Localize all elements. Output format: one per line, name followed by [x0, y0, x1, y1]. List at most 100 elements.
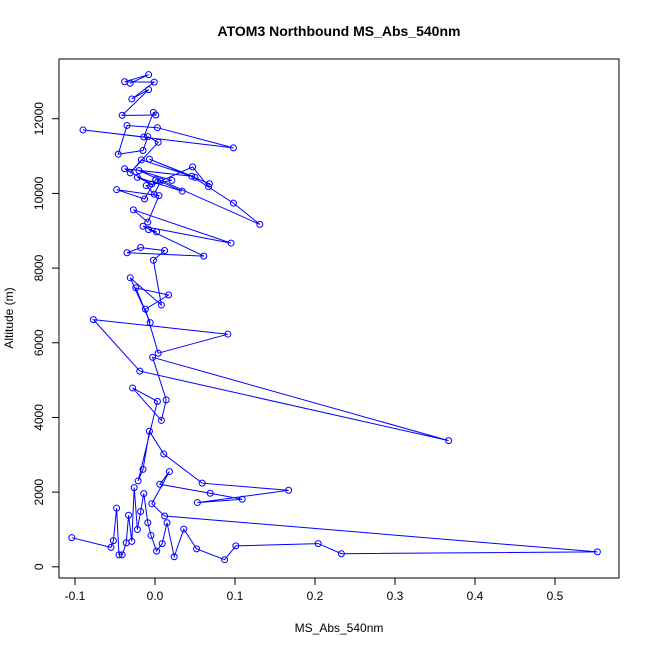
- data-point: [337, 550, 345, 558]
- data-point: [161, 512, 169, 520]
- data-point: [133, 173, 141, 181]
- series-line: [71, 74, 598, 561]
- data-point: [115, 551, 123, 559]
- data-point: [145, 226, 153, 234]
- x-tick-label: 0.4: [467, 589, 484, 603]
- data-point: [118, 111, 126, 119]
- data-point: [123, 121, 131, 129]
- data-point: [126, 169, 134, 177]
- y-tick-label: 12000: [32, 102, 46, 136]
- data-point: [123, 249, 131, 257]
- data-point: [144, 519, 152, 527]
- data-point: [107, 543, 115, 551]
- data-point: [163, 519, 171, 527]
- data-point: [128, 537, 136, 545]
- data-point: [126, 79, 134, 87]
- data-point: [229, 199, 237, 207]
- chart-title: ATOM3 Northbound MS_Abs_540nm: [218, 23, 461, 39]
- data-point: [134, 477, 142, 485]
- data-point: [150, 190, 158, 198]
- data-point: [130, 484, 138, 492]
- data-point: [137, 156, 145, 164]
- data-point: [205, 183, 213, 191]
- x-tick-label: 0.1: [227, 589, 244, 603]
- data-point: [144, 218, 152, 226]
- y-axis-label: Altitude (m): [2, 287, 16, 348]
- data-point: [136, 367, 144, 375]
- data-point: [238, 495, 246, 503]
- data-point: [142, 182, 150, 190]
- data-point: [141, 195, 149, 203]
- data-point: [139, 465, 147, 473]
- data-point: [150, 78, 158, 86]
- data-point: [189, 163, 197, 171]
- data-point: [200, 252, 208, 260]
- data-point: [149, 256, 157, 264]
- data-point: [224, 330, 232, 338]
- data-point: [285, 486, 293, 494]
- data-point: [145, 86, 153, 94]
- data-point: [180, 525, 188, 533]
- data-point: [141, 305, 149, 313]
- data-point: [145, 155, 153, 163]
- data-point: [153, 124, 161, 132]
- data-point: [139, 222, 147, 230]
- data-point: [129, 384, 137, 392]
- data-point: [146, 319, 154, 327]
- data-point: [140, 490, 148, 498]
- y-tick-label: 8000: [32, 254, 46, 281]
- plot-frame: [58, 58, 620, 579]
- x-tick-label: 0.2: [307, 589, 324, 603]
- y-axis: 0 2000 4000 6000 8000 10000 12000: [32, 102, 59, 570]
- data-point: [153, 397, 161, 405]
- data-point: [155, 192, 163, 200]
- data-point: [157, 301, 165, 309]
- data-point: [227, 239, 235, 247]
- data-point: [256, 220, 264, 228]
- data-point: [113, 186, 121, 194]
- data-point: [157, 177, 165, 185]
- y-tick-label: 0: [32, 563, 46, 570]
- x-tick-label: 0.3: [387, 589, 404, 603]
- data-point: [156, 480, 164, 488]
- data-point: [128, 95, 136, 103]
- data-point: [178, 187, 186, 195]
- data-point: [153, 228, 161, 236]
- data-point: [118, 551, 126, 559]
- data-point: [139, 146, 147, 154]
- y-tick-label: 4000: [32, 404, 46, 431]
- data-point: [158, 540, 166, 548]
- data-point: [114, 150, 122, 158]
- data-point: [221, 556, 229, 564]
- data-point: [191, 173, 199, 181]
- data-point: [153, 547, 161, 555]
- data-point: [137, 244, 145, 252]
- data-point: [160, 450, 168, 458]
- data-point: [157, 416, 165, 424]
- data-point: [147, 531, 155, 539]
- data-point: [121, 165, 129, 173]
- data-point: [133, 525, 141, 533]
- data-point: [206, 489, 214, 497]
- x-axis-label: MS_Abs_540nm: [295, 621, 384, 635]
- data-point: [193, 499, 201, 507]
- y-tick-label: 10000: [32, 176, 46, 210]
- data-point: [154, 349, 162, 357]
- data-point: [170, 553, 178, 561]
- data-point: [232, 542, 240, 550]
- data-point: [79, 126, 87, 134]
- data-point: [148, 500, 156, 508]
- y-tick-label: 2000: [32, 478, 46, 505]
- data-point: [145, 427, 153, 435]
- data-point: [149, 353, 157, 361]
- x-tick-label: 0.0: [147, 589, 164, 603]
- data-point: [125, 511, 133, 519]
- data-point: [168, 176, 176, 184]
- y-tick-label: 6000: [32, 329, 46, 356]
- data-point: [162, 396, 170, 404]
- data-point: [113, 504, 121, 512]
- data-point: [144, 133, 152, 141]
- x-axis: -0.1 0.0 0.1 0.2 0.3 0.4 0.5: [65, 578, 564, 603]
- data-point: [145, 71, 153, 79]
